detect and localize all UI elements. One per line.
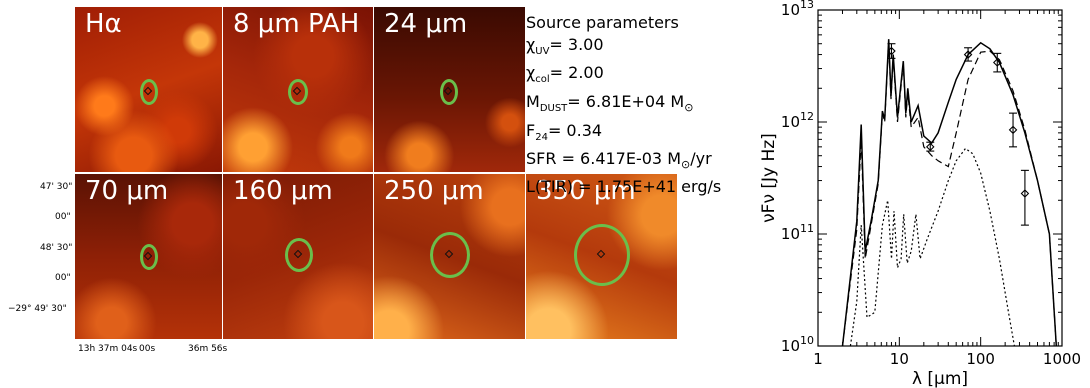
aperture-8um [288, 79, 308, 105]
panel-label-70um: 70 μm [85, 176, 169, 206]
param-ltir: L(TIR) = 1.75E+41 erg/s [526, 176, 722, 196]
x-tick-label: 100 [966, 350, 995, 368]
aperture-160um [285, 238, 313, 272]
sed-observation-point [963, 47, 973, 62]
sed-observations [887, 43, 1030, 226]
y-tick-label: 1010 [781, 334, 814, 355]
x-tick-label: 1000 [1043, 350, 1081, 368]
param-chi-col: χcol= 2.00 [526, 63, 604, 86]
sed-observation-point [925, 141, 935, 152]
param-chi-uv: χUV= 3.00 [526, 34, 604, 57]
sed-observation-point [1020, 169, 1030, 226]
aperture-halpha [140, 79, 158, 105]
panel-label-24um: 24 μm [384, 9, 468, 39]
aperture-350um [574, 224, 630, 286]
sed-observation-point [1008, 112, 1018, 148]
x-tick-label: 1 [813, 350, 823, 368]
x-tick-label: 10 [890, 350, 909, 368]
param-sfr: SFR = 6.417E-03 M⊙/yr [526, 149, 712, 172]
param-f24: F24= 0.34 [526, 120, 603, 143]
panel-label-350um: 350 μm [536, 176, 636, 206]
aperture-250um [430, 232, 470, 278]
ra-label: 00s [139, 344, 156, 354]
param-mdust: MDUST= 6.81E+04 M⊙ [526, 91, 694, 115]
sed-chart: 1 10 100 1000 1010 1011 1012 1013 λ [μm] νFν [J… [760, 0, 1081, 388]
aperture-24um [440, 79, 458, 105]
panel-250um: 250 μm [374, 174, 525, 339]
dec-label: 48' 30" [40, 243, 73, 253]
sed-ticks: 1 10 100 1000 1010 1011 1012 1013 [781, 0, 1081, 368]
sed-curves [841, 39, 1058, 347]
panel-350um: 350 μm [526, 174, 677, 339]
plot-frame [817, 9, 1063, 347]
y-tick-label: 1012 [781, 110, 814, 131]
y-tick-label: 1013 [781, 0, 814, 19]
panel-70um: 70 μm [75, 174, 222, 339]
y-tick-label: 1011 [781, 222, 814, 243]
ra-label: 36m 56s [188, 344, 228, 354]
panel-8um: 8 μm PAH [223, 7, 373, 172]
sed-series-dotted [849, 147, 1015, 347]
panel-label-halpha: Hα [85, 9, 122, 39]
x-axis-label: λ [μm] [912, 369, 968, 388]
panel-label-160um: 160 μm [233, 176, 333, 206]
sed-observation-point [887, 43, 896, 59]
panel-label-8um: 8 μm PAH [233, 9, 360, 39]
dec-label: 00" [55, 212, 71, 222]
ra-label: 13h 37m 04s [78, 344, 138, 354]
dec-label: −29° 49' 30" [8, 304, 67, 314]
panel-label-250um: 250 μm [384, 176, 484, 206]
sed-series-dashed [841, 41, 1057, 347]
aperture-70um [140, 244, 158, 270]
panel-24um: 24 μm [374, 7, 525, 172]
panel-160um: 160 μm [223, 174, 373, 339]
y-axis-label: νFν [Jy Hz] [760, 133, 779, 223]
source-parameters: Source parameters χUV= 3.00 χcol= 2.00 M… [526, 12, 721, 197]
sed-series-solid [841, 39, 1058, 347]
panel-halpha: Hα [75, 7, 222, 172]
sed-observation-point [992, 52, 1002, 73]
dec-label: 00" [55, 273, 71, 283]
params-title: Source parameters [526, 13, 679, 32]
dec-label: 47' 30" [40, 182, 73, 192]
